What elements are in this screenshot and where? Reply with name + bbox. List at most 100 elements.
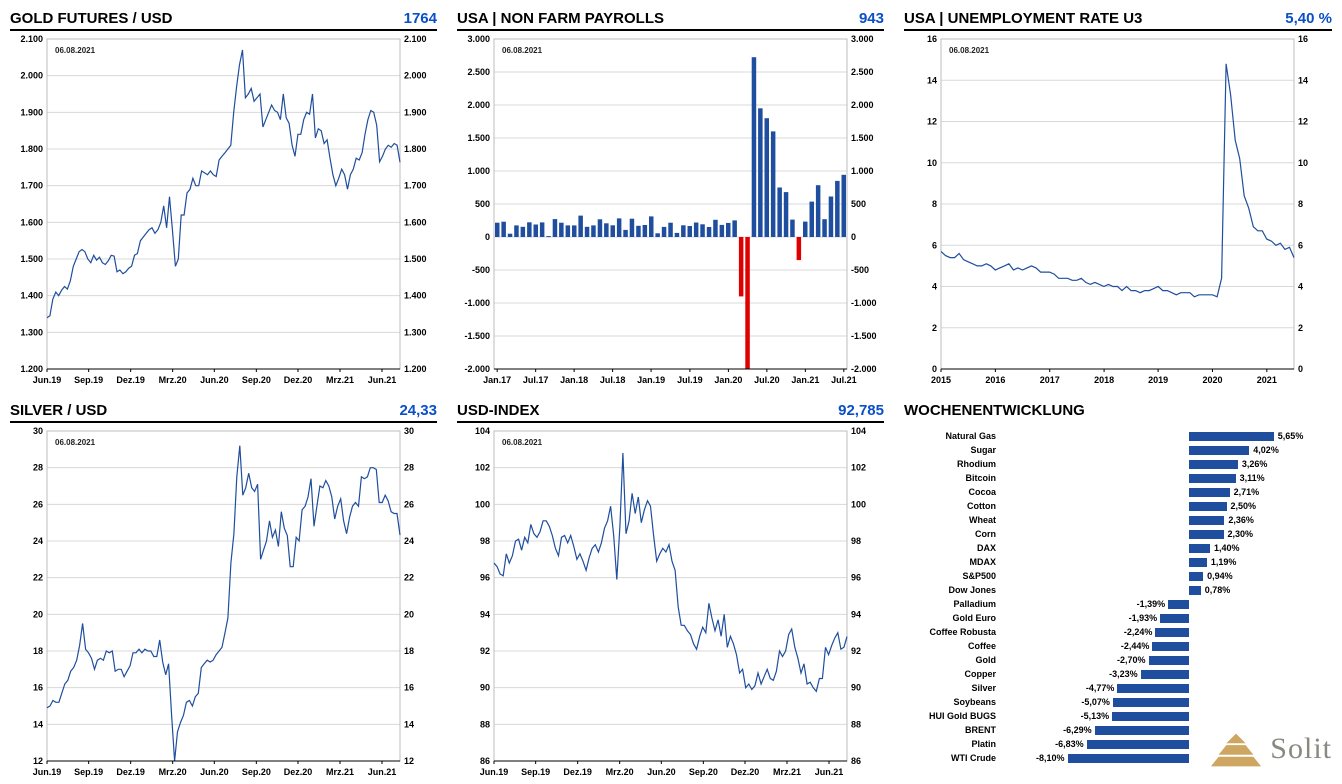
panel-usd-index: USD-INDEX 92,785 104 104 102 102 100 100 98 98 9… bbox=[447, 392, 894, 784]
performance-label: S&P500 bbox=[962, 571, 996, 581]
y-tick-label: 3.000 bbox=[851, 34, 874, 44]
pyramid-icon bbox=[1211, 733, 1262, 767]
silver-chart: 30 30 28 28 26 26 24 24 22 22 20 20 18 18 16 16 14 14 12 12… bbox=[33, 426, 414, 777]
y-tick-label: 500 bbox=[851, 199, 866, 209]
y-tick-label: 2.500 bbox=[467, 67, 490, 77]
y-tick-label: 0 bbox=[851, 232, 856, 242]
bar bbox=[738, 237, 744, 297]
y-tick-label: 90 bbox=[851, 683, 861, 693]
x-tick-label: Jul.19 bbox=[677, 375, 703, 385]
bar bbox=[796, 237, 802, 261]
bar bbox=[783, 192, 789, 237]
panel-value: 24,33 bbox=[399, 402, 437, 419]
panel-header: USA | NON FARM PAYROLLS 943 bbox=[457, 5, 884, 31]
performance-row: Palladium -1,39% bbox=[904, 597, 1332, 611]
performance-label: Palladium bbox=[953, 599, 996, 609]
y-tick-label: 14 bbox=[33, 719, 43, 729]
x-tick-label: Dez.19 bbox=[116, 767, 145, 777]
panel-gold-futures: GOLD FUTURES / USD 1764 2.100 2.100 2.000 2… bbox=[0, 0, 447, 392]
x-tick-label: Mrz.20 bbox=[159, 375, 187, 385]
bar bbox=[572, 225, 577, 237]
y-tick-label: 18 bbox=[404, 646, 414, 656]
x-tick-label: Jan.19 bbox=[637, 375, 665, 385]
performance-bar bbox=[1189, 543, 1210, 553]
x-tick-label: Jun.21 bbox=[815, 767, 844, 777]
series-line bbox=[46, 445, 401, 762]
x-tick-label: Sep.20 bbox=[242, 375, 271, 385]
x-tick-label: Sep.19 bbox=[521, 767, 550, 777]
y-tick-label: 1.000 bbox=[851, 166, 874, 176]
performance-bar bbox=[1189, 445, 1250, 455]
y-tick-label: 16 bbox=[33, 683, 43, 693]
bar bbox=[803, 221, 808, 237]
y-tick-label: 28 bbox=[33, 463, 43, 473]
y-tick-label: 1.500 bbox=[404, 254, 427, 264]
y-tick-label: 0 bbox=[485, 232, 490, 242]
y-tick-label: 2.000 bbox=[404, 71, 427, 81]
y-tick-label: 22 bbox=[404, 573, 414, 583]
bar bbox=[674, 232, 680, 237]
y-tick-label: 20 bbox=[33, 609, 43, 619]
chart-date: 06.08.2021 bbox=[949, 46, 990, 55]
y-tick-label: 1.700 bbox=[20, 181, 43, 191]
panel-header: USA | UNEMPLOYMENT RATE U3 5,40 % bbox=[904, 5, 1332, 31]
x-tick-label: Mrz.20 bbox=[606, 767, 634, 777]
performance-bar bbox=[1189, 571, 1204, 581]
performance-bar bbox=[1067, 753, 1189, 763]
y-tick-label: 96 bbox=[480, 573, 490, 583]
y-tick-label: 26 bbox=[404, 499, 414, 509]
x-tick-label: Jun.19 bbox=[480, 767, 509, 777]
performance-value: 2,71% bbox=[1233, 487, 1260, 497]
y-tick-label: 1.200 bbox=[20, 364, 43, 374]
y-tick-label: 8 bbox=[1298, 199, 1303, 209]
y-tick-label: 28 bbox=[404, 463, 414, 473]
performance-label: BRENT bbox=[965, 725, 996, 735]
bar bbox=[610, 225, 615, 237]
performance-bar bbox=[1168, 599, 1189, 609]
performance-label: Cotton bbox=[967, 501, 996, 511]
chart-date: 06.08.2021 bbox=[502, 438, 543, 447]
y-tick-label: 92 bbox=[851, 646, 861, 656]
performance-value: 1,40% bbox=[1214, 543, 1240, 553]
y-tick-label: 1.600 bbox=[20, 217, 43, 227]
performance-row: MDAX 1,19% bbox=[904, 555, 1332, 569]
panel-title: USD-INDEX bbox=[457, 402, 540, 419]
performance-bar bbox=[1189, 557, 1207, 567]
plot-border bbox=[46, 430, 401, 762]
series-line bbox=[493, 452, 848, 693]
y-tick-label: 1.600 bbox=[404, 217, 427, 227]
x-tick-label: Mrz.21 bbox=[773, 767, 801, 777]
bar bbox=[706, 227, 712, 237]
series-line bbox=[940, 63, 1295, 298]
performance-row: Natural Gas 5,65% bbox=[904, 429, 1332, 443]
y-tick-label: 100 bbox=[475, 499, 490, 509]
bar bbox=[770, 131, 776, 237]
y-tick-label: 94 bbox=[851, 609, 861, 619]
y-tick-label: 86 bbox=[480, 756, 490, 766]
bar bbox=[790, 219, 795, 237]
x-tick-label: Sep.19 bbox=[74, 767, 103, 777]
x-tick-label: Jun.20 bbox=[200, 375, 229, 385]
x-tick-label: 2021 bbox=[1257, 375, 1277, 385]
y-tick-label: 86 bbox=[851, 756, 861, 766]
bar bbox=[565, 225, 571, 237]
bar bbox=[520, 226, 526, 237]
bar bbox=[552, 219, 558, 237]
chart-date: 06.08.2021 bbox=[55, 438, 96, 447]
x-tick-label: 2015 bbox=[931, 375, 951, 385]
performance-row: DAX 1,40% bbox=[904, 541, 1332, 555]
performance-label: Wheat bbox=[969, 515, 996, 525]
performance-bar bbox=[1160, 613, 1189, 623]
panel-unemployment-rate: USA | UNEMPLOYMENT RATE U3 5,40 % 16 16 14… bbox=[894, 0, 1342, 392]
y-tick-label: 94 bbox=[480, 609, 490, 619]
bar bbox=[835, 180, 840, 237]
y-tick-label: 2 bbox=[1298, 323, 1303, 333]
performance-row: Wheat 2,36% bbox=[904, 513, 1332, 527]
x-tick-label: 2017 bbox=[1040, 375, 1060, 385]
y-tick-label: 0 bbox=[1298, 364, 1303, 374]
y-tick-label: -2.000 bbox=[851, 364, 877, 374]
x-tick-label: Jun.19 bbox=[33, 375, 62, 385]
x-tick-label: Sep.20 bbox=[689, 767, 718, 777]
